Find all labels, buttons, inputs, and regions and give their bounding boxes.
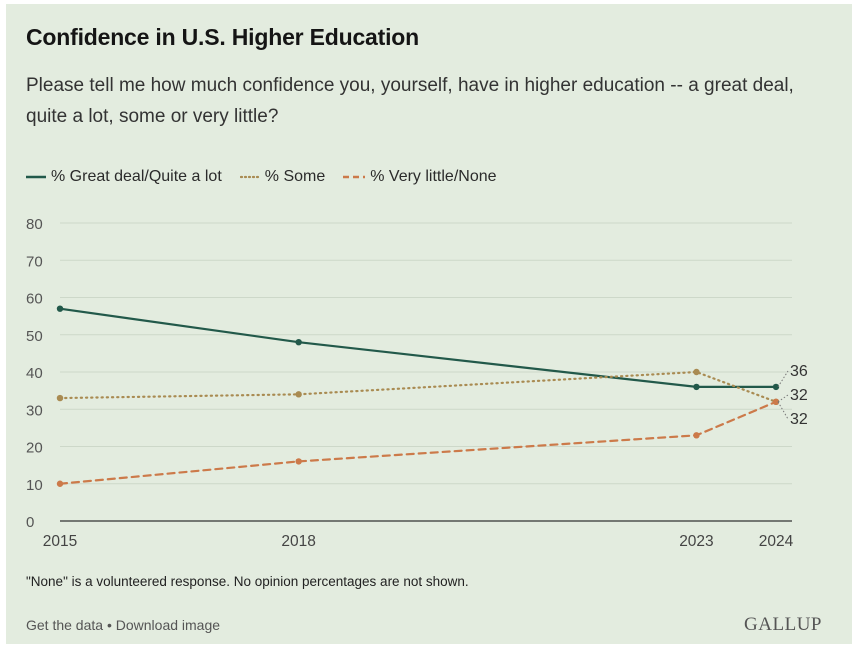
chart-note: "None" is a volunteered response. No opi… (26, 574, 469, 589)
y-tick-label: 60 (26, 291, 43, 308)
footer-separator: • (106, 617, 112, 633)
series-line-2 (58, 400, 778, 485)
legend-label-very-little: % Very little/None (370, 168, 497, 185)
y-tick-label: 20 (26, 440, 43, 457)
end-label-leader (777, 370, 789, 388)
legend-swatch-solid (26, 175, 46, 179)
legend-item-very-little: % Very little/None (343, 168, 497, 186)
x-tick-label: 2015 (43, 533, 77, 550)
legend-swatch-dashed (343, 175, 366, 179)
data-point (56, 394, 64, 402)
x-tick-label: 2018 (281, 533, 315, 550)
legend-label-some: % Some (264, 168, 326, 185)
end-value-label: 32 (790, 387, 808, 404)
data-point (295, 391, 302, 398)
chart-legend: % Great deal/Quite a lot % Some % Very l… (26, 166, 497, 188)
line-chart: 0 10 20 30 40 50 60 70 80 2015 2018 2023 2024 36 32 32 (26, 216, 808, 550)
y-tick-label: 40 (26, 365, 43, 382)
y-tick-label: 10 (26, 477, 43, 494)
download-image-link[interactable]: Download image (115, 617, 221, 633)
data-point (693, 432, 700, 439)
end-value-label: 32 (790, 411, 808, 428)
legend-item-great-deal: % Great deal/Quite a lot (26, 168, 222, 186)
end-label-leader (777, 394, 789, 403)
series-line-1 (58, 370, 778, 403)
legend-item-some: % Some (239, 168, 326, 186)
data-point (693, 368, 700, 376)
y-tick-label: 80 (26, 216, 43, 233)
y-tick-label: 30 (26, 402, 43, 419)
data-point (56, 480, 64, 487)
data-point (772, 398, 780, 405)
chart-subtitle: Please tell me how much confidence you, … (26, 75, 794, 127)
chart-title: Confidence in U.S. Higher Education (26, 24, 419, 50)
end-label-leader (777, 401, 789, 420)
x-tick-label: 2024 (759, 533, 794, 550)
data-point (295, 458, 302, 465)
legend-swatch-dotted (239, 175, 260, 179)
data-point (693, 383, 700, 391)
data-point (772, 383, 780, 391)
footer-links: Get the data • Download image (26, 617, 220, 633)
get-data-link[interactable]: Get the data (26, 617, 104, 633)
y-tick-label: 0 (26, 514, 34, 531)
y-tick-label: 50 (26, 328, 43, 345)
x-tick-label: 2023 (679, 533, 713, 550)
legend-label-great-deal: % Great deal/Quite a lot (51, 168, 222, 185)
data-point (56, 305, 64, 312)
gallup-logo: GALLUP (744, 614, 822, 635)
series-line-0 (58, 307, 778, 388)
end-value-label: 36 (790, 363, 808, 380)
y-tick-label: 70 (26, 253, 43, 270)
chart-panel: Confidence in U.S. Higher Education Plea… (6, 4, 852, 644)
data-point (295, 339, 302, 346)
